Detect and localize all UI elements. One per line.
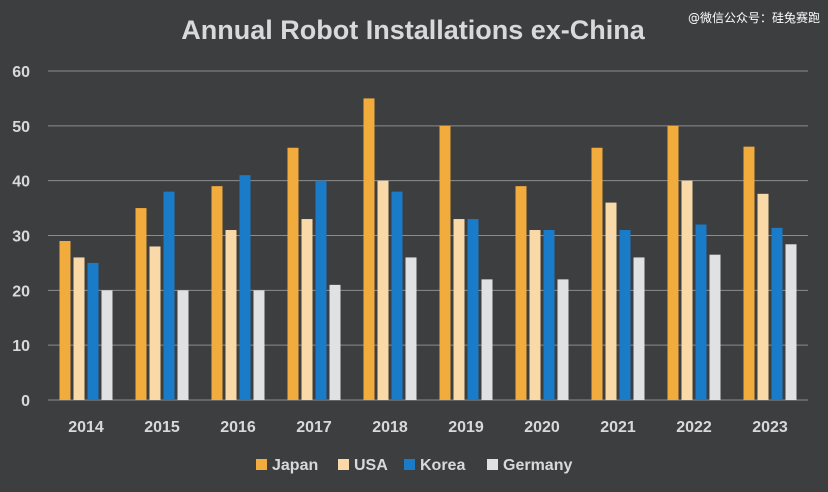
- bar-korea-2016: [239, 175, 251, 400]
- legend-swatch-usa: [338, 459, 349, 470]
- bar-korea-2015: [163, 191, 175, 400]
- bar-germany-2017: [329, 284, 341, 400]
- bar-japan-2015: [135, 208, 147, 400]
- bar-japan-2020: [515, 186, 527, 400]
- bar-germany-2015: [177, 290, 189, 400]
- x-tick-label: 2014: [68, 419, 104, 436]
- legend: Japan USA Korea Germany: [256, 457, 572, 474]
- x-tick-label: 2020: [524, 419, 560, 436]
- legend-label-japan: Japan: [272, 457, 318, 474]
- bar-japan-2022: [667, 125, 679, 400]
- x-tick-label: 2017: [296, 419, 332, 436]
- bar-japan-2016: [211, 186, 223, 400]
- bar-korea-2018: [391, 191, 403, 400]
- bar-japan-2021: [591, 147, 603, 400]
- watermark-text: @微信公众号：硅兔赛跑: [688, 10, 820, 25]
- bar-germany-2021: [633, 257, 645, 400]
- bar-usa-2014: [73, 257, 85, 400]
- legend-label-usa: USA: [354, 457, 388, 474]
- bar-korea-2017: [315, 180, 327, 400]
- bar-korea-2014: [87, 262, 99, 400]
- bar-japan-2014: [59, 240, 71, 400]
- bar-germany-2018: [405, 257, 417, 400]
- x-tick-label: 2023: [752, 419, 788, 436]
- y-tick-label: 10: [12, 338, 30, 355]
- bar-germany-2022: [709, 254, 721, 400]
- x-tick-label: 2022: [676, 419, 712, 436]
- legend-swatch-germany: [487, 459, 498, 470]
- x-tick-label: 2015: [144, 419, 180, 436]
- bar-usa-2016: [225, 230, 237, 400]
- bar-usa-2017: [301, 219, 313, 400]
- x-tick-label: 2019: [448, 419, 484, 436]
- bar-usa-2018: [377, 180, 389, 400]
- bar-korea-2021: [619, 230, 631, 400]
- bar-japan-2018: [363, 98, 375, 401]
- legend-label-germany: Germany: [503, 457, 572, 474]
- y-tick-label: 60: [12, 64, 30, 81]
- bar-korea-2023: [771, 227, 783, 400]
- bar-germany-2020: [557, 279, 569, 400]
- y-axis-ticks: 0 10 20 30 40 50 60: [12, 64, 30, 410]
- bars: [59, 98, 797, 401]
- bar-usa-2023: [757, 193, 769, 400]
- legend-swatch-korea: [404, 459, 415, 470]
- bar-germany-2014: [101, 290, 113, 400]
- bar-korea-2022: [695, 224, 707, 400]
- y-tick-label: 40: [12, 174, 30, 191]
- bar-usa-2020: [529, 230, 541, 400]
- bar-germany-2019: [481, 279, 493, 400]
- x-axis-ticks: 2014 2015 2016 2017 2018 2019 2020 2021 2022 2023: [68, 419, 788, 436]
- bar-korea-2019: [467, 219, 479, 400]
- y-tick-label: 30: [12, 229, 30, 246]
- x-tick-label: 2018: [372, 419, 408, 436]
- bar-germany-2023: [785, 244, 797, 400]
- y-tick-label: 50: [12, 119, 30, 136]
- y-tick-label: 20: [12, 283, 30, 300]
- bar-usa-2022: [681, 180, 693, 400]
- x-tick-label: 2021: [600, 419, 636, 436]
- legend-label-korea: Korea: [420, 457, 465, 474]
- x-tick-label: 2016: [220, 419, 256, 436]
- bar-japan-2017: [287, 147, 299, 400]
- bar-usa-2021: [605, 202, 617, 400]
- legend-swatch-japan: [256, 459, 267, 470]
- gridlines: [48, 70, 808, 401]
- bar-usa-2015: [149, 246, 161, 400]
- bar-usa-2019: [453, 219, 465, 400]
- chart-title: Annual Robot Installations ex-China: [181, 15, 646, 45]
- bar-germany-2016: [253, 290, 265, 400]
- bar-korea-2020: [543, 230, 555, 400]
- bar-japan-2019: [439, 125, 451, 400]
- y-tick-label: 0: [21, 393, 30, 410]
- bar-japan-2023: [743, 146, 755, 400]
